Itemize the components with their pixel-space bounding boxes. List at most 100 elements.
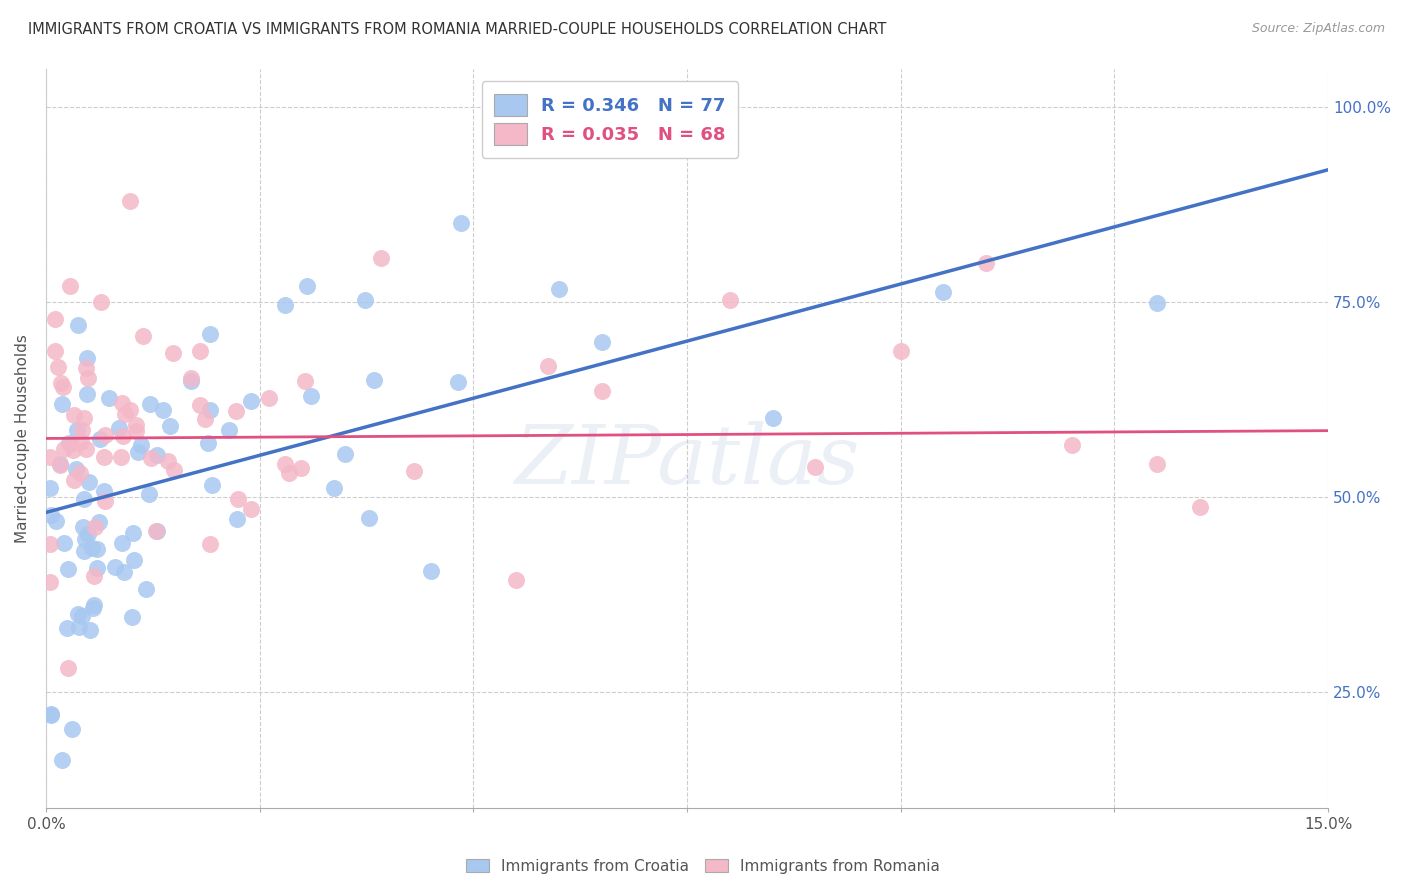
Point [51,397,73,411]
Point [72,609,94,624]
Point [104,559,127,574]
Point [76,351,98,366]
Point [125,418,148,433]
Point [295,279,318,293]
Point [94,493,117,508]
Point [87,515,110,529]
Point [198,327,221,342]
Point [89,432,111,446]
Point [86,561,108,575]
Point [257,392,280,406]
Point [77,370,100,384]
Point [127,445,149,459]
Point [44,311,66,326]
Point [370,251,392,265]
Point [60,723,83,737]
Point [51,753,73,767]
Point [218,424,240,438]
Point [65,462,87,476]
Point [129,437,152,451]
Point [83,569,105,583]
Point [121,525,143,540]
Point [111,429,134,443]
Point [240,501,263,516]
Point [226,491,249,506]
Point [69,434,91,449]
Point [93,484,115,499]
Point [77,526,100,541]
Point [73,410,96,425]
Legend: R = 0.346   N = 77, R = 0.035   N = 68: R = 0.346 N = 77, R = 0.035 N = 68 [482,81,738,158]
Point [67,620,90,634]
Point [45,514,67,528]
Y-axis label: Married-couple Households: Married-couple Households [15,334,30,543]
Point [163,463,186,477]
Point [1146,296,1168,310]
Point [93,450,115,465]
Point [66,607,89,621]
Point [39,481,62,495]
Point [718,293,741,307]
Point [49,376,72,390]
Point [108,421,131,435]
Point [58,279,80,293]
Point [890,344,912,359]
Point [200,403,222,417]
Point [75,442,97,457]
Point [761,410,783,425]
Point [505,574,527,588]
Point [121,610,143,624]
Point [226,512,249,526]
Point [63,408,86,422]
Point [1188,500,1211,515]
Point [66,318,89,332]
Point [591,334,613,349]
Point [39,508,62,523]
Point [112,565,135,579]
Point [58,436,80,450]
Point [48,457,70,471]
Point [146,524,169,538]
Point [197,436,219,450]
Point [69,466,91,480]
Point [537,359,560,373]
Point [46,359,69,374]
Point [804,459,827,474]
Point [323,481,346,495]
Point [77,475,100,489]
Point [122,553,145,567]
Point [76,386,98,401]
Point [44,343,66,358]
Point [294,374,316,388]
Point [39,706,62,721]
Point [90,295,112,310]
Point [152,403,174,417]
Point [82,600,104,615]
Point [59,436,82,450]
Point [200,536,222,550]
Text: IMMIGRANTS FROM CROATIA VS IMMIGRANTS FROM ROMANIA MARRIED-COUPLE HOUSEHOLDS COR: IMMIGRANTS FROM CROATIA VS IMMIGRANTS FR… [28,22,887,37]
Point [180,370,202,384]
Point [363,373,385,387]
Point [225,404,247,418]
Point [63,473,86,487]
Point [84,520,107,534]
Point [240,394,263,409]
Point [56,661,79,675]
Point [190,398,212,412]
Point [52,380,75,394]
Point [110,536,132,550]
Point [73,543,96,558]
Point [139,450,162,465]
Point [156,454,179,468]
Point [402,465,425,479]
Point [120,194,142,208]
Point [274,457,297,471]
Point [86,541,108,556]
Point [52,535,75,549]
Point [132,329,155,343]
Point [97,392,120,406]
Point [591,384,613,399]
Point [72,491,94,506]
Point [359,510,381,524]
